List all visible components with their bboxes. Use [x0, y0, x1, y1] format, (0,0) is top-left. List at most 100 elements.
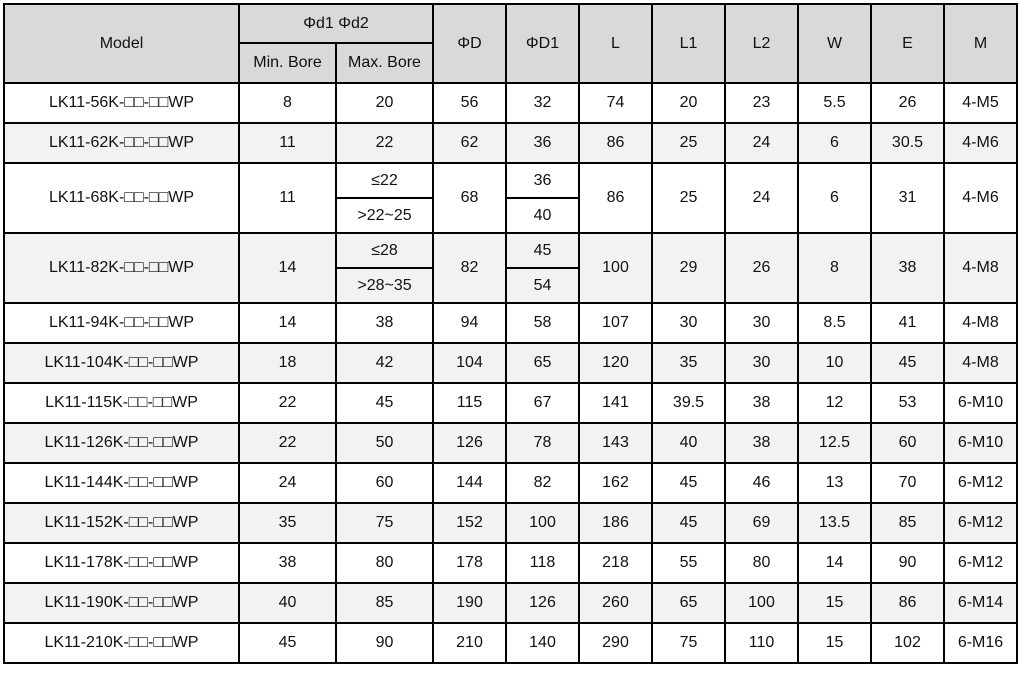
header-model: Model	[3, 3, 240, 84]
cell-max: 20	[335, 82, 434, 124]
cell-l2: 24	[724, 122, 799, 164]
cell-l: 141	[578, 382, 653, 424]
cell-m: 4-M6	[943, 162, 1018, 234]
cell-d: 82	[432, 232, 507, 304]
cell-l1: 45	[651, 462, 726, 504]
cell-max: 38	[335, 302, 434, 344]
cell-l: 86	[578, 162, 653, 234]
cell-d: 152	[432, 502, 507, 544]
cell-l2: 110	[724, 622, 799, 664]
cell-l: 260	[578, 582, 653, 624]
cell-l: 218	[578, 542, 653, 584]
cell-l2: 46	[724, 462, 799, 504]
header-max-bore: Max. Bore	[335, 42, 434, 84]
cell-w: 10	[797, 342, 872, 384]
cell-l2: 69	[724, 502, 799, 544]
table-subrow: >28~35 54	[4, 267, 1017, 304]
cell-e: 45	[870, 342, 945, 384]
cell-d: 144	[432, 462, 507, 504]
table-row: LK11-178K-□□-□□WP 38 80 178 118 218 55 80 14 90 6-…	[3, 542, 1018, 584]
cell-max: 60	[335, 462, 434, 504]
cell-min: 24	[238, 462, 337, 504]
cell-m: 4-M6	[943, 122, 1018, 164]
cell-e: 30.5	[870, 122, 945, 164]
cell-w: 5.5	[797, 82, 872, 124]
header-D1: ΦD1	[505, 3, 580, 84]
cell-max: 42	[335, 342, 434, 384]
cell-d1: 67	[505, 382, 580, 424]
cell-l2: 80	[724, 542, 799, 584]
cell-l1: 45	[651, 502, 726, 544]
cell-max: 22	[335, 122, 434, 164]
cell-l2: 30	[724, 302, 799, 344]
cell-l1: 30	[651, 302, 726, 344]
cell-w: 8	[797, 232, 872, 304]
cell-l: 290	[578, 622, 653, 664]
cell-e: 85	[870, 502, 945, 544]
cell-l2: 100	[724, 582, 799, 624]
cell-d1: 58	[505, 302, 580, 344]
cell-d: 190	[432, 582, 507, 624]
cell-min: 22	[238, 382, 337, 424]
cell-w: 13.5	[797, 502, 872, 544]
cell-m: 6-M16	[943, 622, 1018, 664]
cell-min: 45	[238, 622, 337, 664]
cell-l: 86	[578, 122, 653, 164]
cell-l1: 75	[651, 622, 726, 664]
cell-l1: 35	[651, 342, 726, 384]
cell-e: 70	[870, 462, 945, 504]
header-bore-group: Φd1 Φd2	[238, 3, 434, 44]
cell-max: 45	[335, 382, 434, 424]
cell-model: LK11-94K-□□-□□WP	[3, 302, 240, 344]
cell-d1: 78	[505, 422, 580, 464]
cell-w: 14	[797, 542, 872, 584]
table-row: LK11-94K-□□-□□WP 14 38 94 58 107 30 30 8.5 41 4-M8	[3, 302, 1018, 344]
cell-e: 53	[870, 382, 945, 424]
cell-min: 40	[238, 582, 337, 624]
cell-m: 4-M8	[943, 302, 1018, 344]
cell-min: 18	[238, 342, 337, 384]
cell-model: LK11-178K-□□-□□WP	[3, 542, 240, 584]
cell-d: 210	[432, 622, 507, 664]
cell-e: 86	[870, 582, 945, 624]
cell-d: 68	[432, 162, 507, 234]
cell-min: 8	[238, 82, 337, 124]
cell-l2: 30	[724, 342, 799, 384]
cell-l: 120	[578, 342, 653, 384]
cell-l1: 65	[651, 582, 726, 624]
cell-max: 75	[335, 502, 434, 544]
cell-max: ≤22	[335, 162, 434, 199]
cell-l1: 25	[651, 162, 726, 234]
cell-max-alt: >22~25	[335, 197, 434, 234]
cell-model: LK11-104K-□□-□□WP	[3, 342, 240, 384]
cell-l: 143	[578, 422, 653, 464]
cell-d1-alt: 40	[505, 197, 580, 234]
cell-l: 162	[578, 462, 653, 504]
cell-l2: 38	[724, 382, 799, 424]
table-row: LK11-104K-□□-□□WP 18 42 104 65 120 35 30 10 45 4-M…	[3, 342, 1018, 384]
cell-e: 90	[870, 542, 945, 584]
cell-d: 126	[432, 422, 507, 464]
cell-l1: 39.5	[651, 382, 726, 424]
cell-d1: 126	[505, 582, 580, 624]
cell-max: 50	[335, 422, 434, 464]
cell-d1: 36	[505, 122, 580, 164]
cell-max-alt: >28~35	[335, 267, 434, 304]
cell-l: 186	[578, 502, 653, 544]
table-row: LK11-115K-□□-□□WP 22 45 115 67 141 39.5 38 12 53 6…	[3, 382, 1018, 424]
cell-d: 104	[432, 342, 507, 384]
header-L: L	[578, 3, 653, 84]
cell-l1: 20	[651, 82, 726, 124]
cell-d1: 36	[505, 162, 580, 199]
cell-model: LK11-190K-□□-□□WP	[3, 582, 240, 624]
cell-model: LK11-126K-□□-□□WP	[3, 422, 240, 464]
header-D: ΦD	[432, 3, 507, 84]
cell-min: 11	[238, 162, 337, 234]
cell-m: 6-M10	[943, 422, 1018, 464]
table-row: LK11-126K-□□-□□WP 22 50 126 78 143 40 38 12.5 60 6…	[3, 422, 1018, 464]
cell-d1: 100	[505, 502, 580, 544]
cell-model: LK11-144K-□□-□□WP	[3, 462, 240, 504]
cell-m: 6-M10	[943, 382, 1018, 424]
cell-w: 12	[797, 382, 872, 424]
cell-max: 85	[335, 582, 434, 624]
